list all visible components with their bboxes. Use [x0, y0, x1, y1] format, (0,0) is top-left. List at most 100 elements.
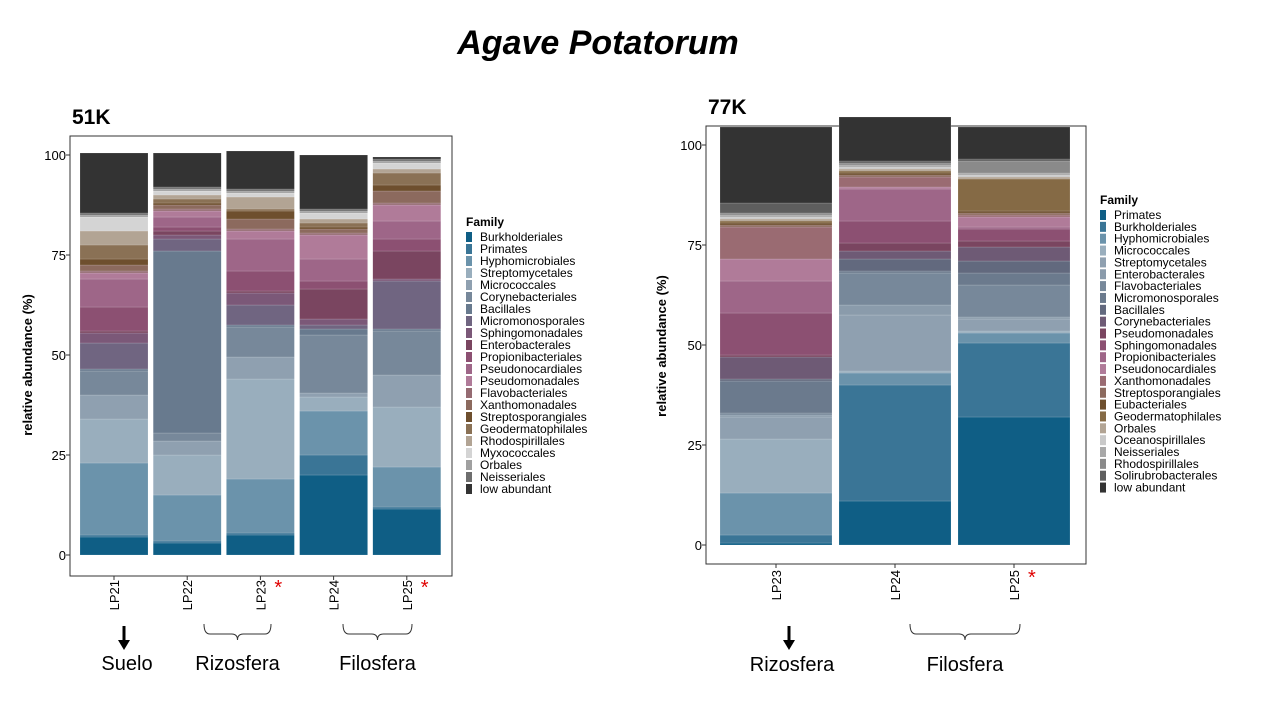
legend-label: low abundant [480, 482, 552, 496]
bar-segment-pseudomonadales [372, 204, 441, 222]
bar-segment-hyphomicrobiales [957, 332, 1071, 344]
bar-segment-hyphomicrobiales [79, 462, 149, 536]
bar-segment-neisseriales [226, 188, 295, 192]
legend-label: Propionibacteriales [480, 350, 582, 364]
bar-segment-pseudonocardiales [719, 258, 833, 282]
bar-segment-rhodospirillales [372, 168, 441, 174]
bar-segment-rhodospirillales [838, 162, 952, 166]
legend-swatch [466, 412, 472, 422]
group-label: Rizosfera [195, 653, 280, 675]
bar-segment-micrococcales [226, 356, 295, 380]
legend-label: Micrococcales [480, 278, 556, 292]
legend-label: Myxococcales [480, 446, 555, 460]
bar-segment-eubacteriales [719, 222, 833, 226]
bar-segment-primates [79, 534, 149, 538]
legend-swatch [466, 424, 472, 434]
bar-segment-bacillales [299, 328, 368, 336]
legend-swatch [466, 400, 472, 410]
bar-segment-xanthomonadales [957, 214, 1071, 218]
bar-LP25 [957, 126, 1071, 546]
bar-segment-pseudomonadales [299, 234, 368, 260]
bar-segment-micromonosporales [719, 380, 833, 414]
bar-segment-xanthomonadales [79, 264, 149, 272]
legend-label: Xanthomonadales [480, 398, 577, 412]
legend-swatch [1100, 482, 1106, 493]
legend-swatch [1100, 423, 1106, 434]
bar-segment-micrococcales [372, 374, 441, 408]
bar-segment-micromonosporales [957, 272, 1071, 286]
bar-segment-neisseriales [79, 212, 149, 216]
bar-segment-neisseriales [719, 214, 833, 218]
slide-title: Agave Potatorum [457, 24, 739, 62]
bar-segment-corynebacteriales [957, 246, 1071, 262]
y-axis-label: relative abundance (%) [20, 294, 35, 436]
legend-swatch [466, 436, 472, 446]
group-label: Rizosfera [750, 654, 835, 676]
x-tick-label: LP23 [769, 570, 784, 600]
bar-segment-rhodospirillales [719, 212, 833, 216]
legend-label: Orbales [1114, 421, 1156, 435]
bar-segment-bacillales [372, 328, 441, 332]
bar-segment-propionibacteriales [79, 306, 149, 332]
bar-segment-pseudomonadales [79, 272, 149, 280]
legend-label: Pseudonocardiales [480, 362, 582, 376]
bar-segment-low-abundant [226, 150, 295, 190]
bar-segment-streptosporangiales [152, 202, 222, 206]
bar-segment-solirubrobacterales [838, 160, 952, 164]
legend-swatch [466, 352, 472, 362]
legend-swatch [466, 304, 472, 314]
legend-swatch [1100, 233, 1106, 244]
legend-swatch [1100, 387, 1106, 398]
legend-title: Family [466, 215, 504, 229]
group-label: Suelo [101, 653, 152, 675]
x-tick-label: LP25 [1007, 570, 1022, 600]
legend-label: Enterobacterales [1114, 267, 1205, 281]
legend-label: Propionibacteriales [1114, 350, 1216, 364]
bar-segment-flavobacteriales [152, 208, 222, 212]
x-tick-label: LP24 [327, 580, 342, 610]
bar-segment-sphingomonadales [226, 292, 295, 306]
bar-segment-streptosporangiales [79, 258, 149, 266]
significance-star: * [1028, 567, 1036, 589]
legend-swatch [1100, 470, 1106, 481]
bar-segment-enterobacterales [79, 330, 149, 334]
bar-segment-sphingomonadales [838, 220, 952, 244]
bar-segment-streptomycetales [838, 314, 952, 372]
legend-swatch [1100, 328, 1106, 339]
bar-segment-burkholderiales [372, 508, 441, 556]
legend-swatch [466, 460, 472, 470]
bar-segment-streptosporangiales [957, 212, 1071, 216]
bar-segment-sphingomonadales [79, 332, 149, 344]
bar-segment-primates [372, 506, 441, 510]
legend-label: Hyphomicrobiales [1114, 232, 1209, 246]
bar-segment-enterobacterales [719, 414, 833, 418]
significance-star: * [274, 577, 282, 599]
legend-label: Flavobacteriales [1114, 279, 1201, 293]
legend-label: Burkholderiales [480, 230, 563, 244]
bar-segment-burkholderiales [838, 384, 952, 502]
bar-segment-myxococcales [152, 190, 222, 196]
group-arrow-head [118, 640, 130, 650]
bar-segment-low-abundant [372, 156, 441, 160]
bar-segment-sphingomonadales [957, 228, 1071, 242]
bar-segment-hyphomicrobiales [299, 410, 368, 456]
legend-label: Rhodospirillales [480, 434, 565, 448]
legend-label: Streptosporangiales [1114, 386, 1221, 400]
bar-segment-eubacteriales [957, 210, 1071, 214]
legend-swatch [1100, 316, 1106, 327]
bar-segment-solirubrobacterales [957, 158, 1071, 162]
legend-label: Sphingomonadales [480, 326, 583, 340]
y-tick-label: 0 [59, 548, 66, 563]
bar-segment-corynebacteriales [299, 334, 368, 394]
bar-segment-pseudonocardiales [226, 238, 295, 272]
bar-segment-rhodospirillales [299, 218, 368, 224]
legend-label: Solirubrobacterales [1114, 469, 1217, 483]
legend-label: Sphingomonadales [1114, 338, 1217, 352]
legend-swatch [466, 376, 472, 386]
bar-segment-micrococcales [299, 392, 368, 398]
bar-segment-pseudomonadales [957, 240, 1071, 248]
legend-swatch [466, 244, 472, 254]
legend-swatch [466, 268, 472, 278]
legend-swatch [466, 448, 472, 458]
bar-segment-myxococcales [372, 162, 441, 170]
